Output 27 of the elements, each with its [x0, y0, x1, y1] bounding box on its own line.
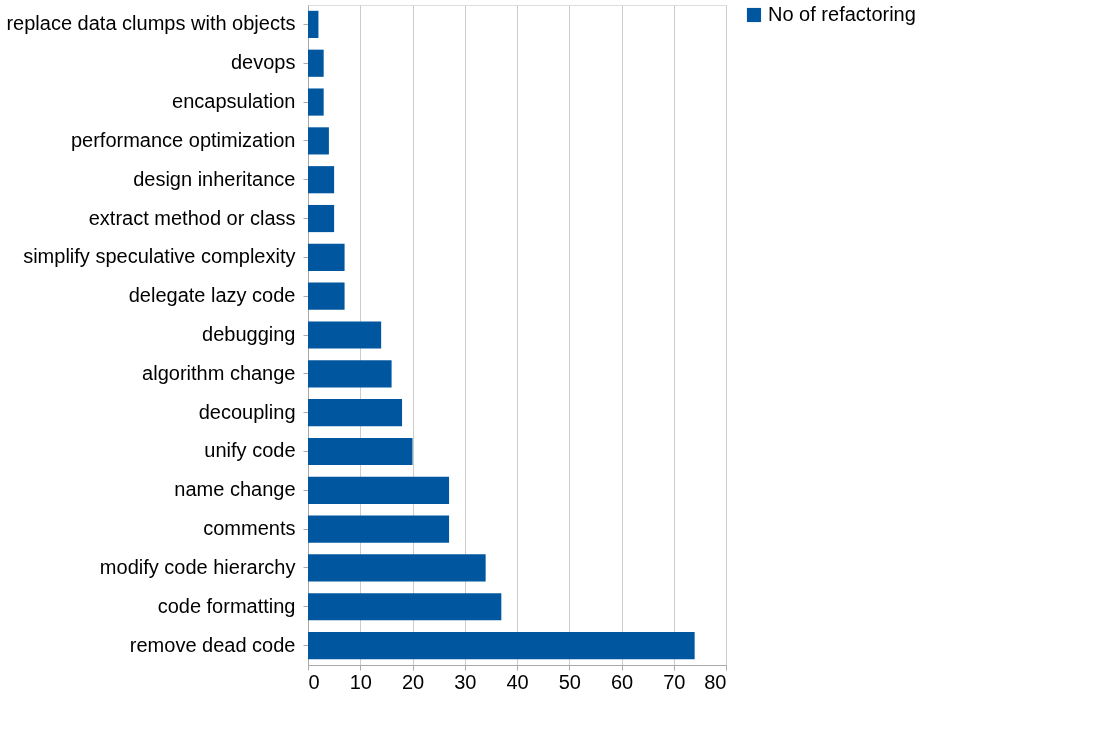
y-tick-label: debugging [202, 323, 296, 345]
x-tick-label: 40 [506, 670, 529, 693]
y-tick-label: extract method or class [88, 206, 296, 229]
x-tick-label: 30 [454, 670, 477, 693]
y-tick-label: delegate lazy code [128, 284, 296, 307]
y-tick-label: design inheritance [133, 167, 296, 190]
x-tick-label: 0 [308, 670, 320, 693]
y-tick-label: devops [231, 51, 296, 74]
x-tick-label: 50 [558, 670, 581, 693]
legend-label: No of refactoring [768, 3, 916, 25]
y-tick-label: remove dead code [129, 633, 296, 656]
y-tick-label: algorithm change [142, 361, 296, 384]
x-tick-label: 80 [704, 670, 727, 693]
y-tick-label: code formatting [157, 594, 296, 617]
y-tick-label: decoupling [198, 400, 296, 423]
y-tick-label: performance optimization [70, 128, 296, 151]
x-tick-label: 10 [349, 670, 372, 693]
y-tick-label: replace data clumps with objects [6, 12, 296, 35]
y-tick-label: simplify speculative complexity [23, 245, 296, 268]
x-tick-label: 70 [663, 670, 686, 693]
y-tick-label: unify code [204, 439, 296, 462]
y-tick-label: name change [174, 478, 296, 501]
y-tick-label: modify code hierarchy [99, 555, 296, 578]
x-tick-label: 60 [610, 670, 634, 693]
x-tick-label: 20 [401, 670, 425, 693]
y-tick-label: comments [203, 517, 296, 540]
y-tick-label: encapsulation [172, 90, 296, 113]
